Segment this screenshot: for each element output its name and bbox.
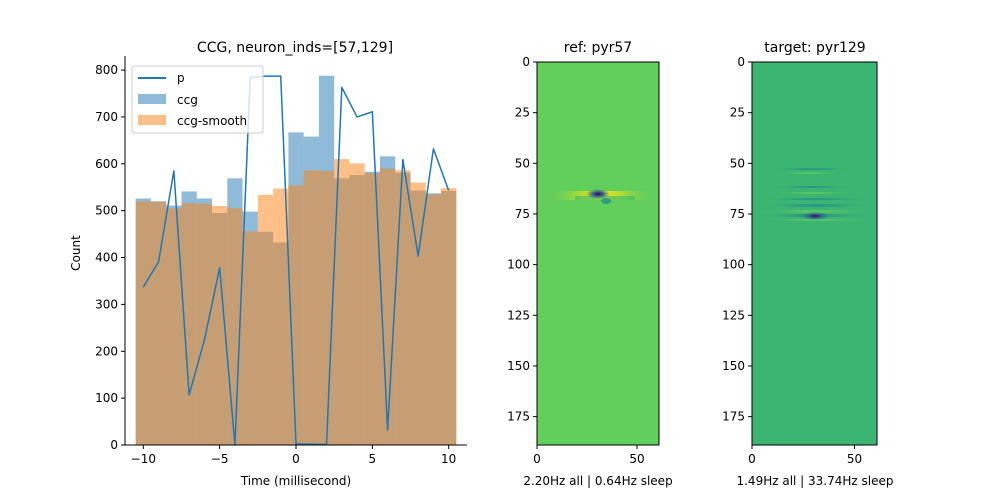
target-stripe-2	[780, 172, 840, 174]
target-stripe-7	[756, 210, 874, 213]
target-y-ticks: 0 25 50 75 100 125 150 175	[722, 55, 752, 424]
ccg-x-tick-label: 0	[292, 452, 300, 466]
target-y-tick-label: 150	[722, 359, 745, 373]
ref-y-tick-label: 100	[507, 258, 530, 272]
ref-y-tick-label: 175	[507, 410, 530, 424]
target-dark-core	[801, 212, 829, 220]
ccg-y-tick-label: 200	[95, 344, 118, 358]
target-y-tick-label: 25	[730, 106, 745, 120]
target-y-tick-label: 125	[722, 308, 745, 322]
target-y-tick-label: 175	[722, 410, 745, 424]
ccg-y-tick-label: 800	[95, 63, 118, 77]
legend-swatch-ccg	[138, 94, 166, 104]
target-y-tick-label: 50	[730, 156, 745, 170]
ref-y-ticks: 0 25 50 75 100 125 150 175	[507, 55, 537, 424]
ccg-y-axis-label: Count	[69, 235, 83, 271]
ccg-smooth-bar-9	[273, 188, 289, 445]
ccg-smooth-bar-20	[441, 188, 457, 445]
ccg-x-tick-label: −10	[131, 452, 156, 466]
ccg-y-tick-label: 600	[95, 157, 118, 171]
ref-x-tick-label: 50	[629, 452, 644, 466]
ref-y-tick-label: 75	[515, 207, 530, 221]
ccg-smooth-bar-2	[166, 208, 182, 445]
ccg-title: CCG, neuron_inds=[57,129]	[197, 40, 393, 56]
ref-heatmap-title: ref: pyr57	[564, 40, 632, 56]
target-x-tick-label: 50	[847, 452, 862, 466]
ccg-smooth-bar-10	[288, 185, 304, 445]
target-x-axis-label: 1.49Hz all | 33.74Hz sleep	[736, 474, 893, 488]
ref-heatmap-frame	[536, 61, 660, 446]
ccg-smooth-bar-5	[212, 205, 228, 445]
legend-label-ccg-smooth: ccg-smooth	[177, 114, 247, 128]
ccg-legend: p ccg ccg-smooth	[131, 65, 264, 134]
target-y-tick-label: 75	[730, 207, 745, 221]
ccg-smooth-bar-4	[196, 203, 213, 445]
ccg-smooth-bar-12	[318, 170, 335, 445]
ccg-smooth-bar-17	[395, 170, 411, 445]
ccg-x-axis-label: Time (millisecond)	[240, 474, 351, 488]
ref-x-tick-label: 0	[533, 452, 541, 466]
ccg-axes: CCG, neuron_inds=[57,129] −10 −5 0 5 10 0 100…	[69, 40, 467, 488]
legend-label-p: p	[177, 71, 185, 85]
ccg-y-tick-label: 700	[95, 110, 118, 124]
ref-heatmap-axes: ref: pyr57 0 50 0 25 50 75 100 125 150 175 2.20H…	[507, 40, 673, 488]
target-y-tick-label: 100	[722, 258, 745, 272]
ref-y-tick-label: 0	[522, 55, 530, 69]
target-stripe-9	[758, 219, 873, 221]
target-y-tick-label: 0	[737, 55, 745, 69]
ccg-plot-area	[135, 75, 457, 446]
ccg-x-tick-label: −5	[211, 452, 229, 466]
ccg-y-tick-label: 500	[95, 204, 118, 218]
target-x-tick-label: 0	[748, 452, 756, 466]
target-waveform-feature	[756, 168, 874, 221]
ref-y-tick-label: 150	[507, 359, 530, 373]
ref-x-ticks: 0 50	[533, 445, 645, 466]
ccg-y-tick-label: 300	[95, 297, 118, 311]
ref-x-axis-label: 2.20Hz all | 0.64Hz sleep	[523, 474, 672, 488]
target-heatmap-image	[752, 62, 877, 445]
target-stripe-3	[768, 186, 856, 188]
ccg-smooth-bar-19	[425, 194, 442, 445]
ccg-x-ticks: −10 −5 0 5 10	[131, 445, 456, 466]
ccg-smooth-bar-16	[379, 168, 396, 445]
ccg-x-tick-label: 10	[441, 452, 456, 466]
ref-y-tick-label: 50	[515, 156, 530, 170]
ccg-y-tick-label: 0	[110, 438, 118, 452]
ref-lower-lobe	[601, 198, 611, 204]
target-stripe-4	[770, 192, 855, 194]
ref-dark-core	[586, 189, 610, 199]
ccg-smooth-bar-7	[242, 231, 258, 445]
legend-swatch-ccg-smooth	[138, 115, 166, 125]
legend-label-ccg: ccg	[177, 93, 198, 107]
target-heatmap-frame	[751, 61, 878, 446]
target-stripe-1	[772, 168, 852, 170]
ccg-y-ticks: 0 100 200 300 400 500 600 700 800	[95, 63, 125, 452]
target-heatmap-title: target: pyr129	[764, 40, 865, 56]
ccg-y-tick-label: 400	[95, 251, 118, 265]
ccg-smooth-bar-3	[181, 203, 197, 445]
ccg-smooth-bar-6	[227, 208, 243, 445]
ccg-smooth-bar-0	[135, 201, 151, 445]
target-stripe-6	[762, 204, 870, 207]
target-x-ticks: 0 50	[748, 445, 862, 466]
target-stripe-5	[762, 198, 870, 200]
target-heatmap-axes: target: pyr129 0 50 0 25 50 75 100 125 150 175 1…	[722, 40, 893, 488]
ccg-smooth-bar-14	[349, 163, 365, 445]
ref-y-tick-label: 25	[515, 106, 530, 120]
ref-heatmap-image	[537, 62, 659, 445]
ref-y-tick-label: 125	[507, 308, 530, 322]
ccg-smooth-bar-15	[364, 173, 380, 445]
ccg-smooth-bar-13	[334, 159, 350, 445]
ref-waveform-feature	[547, 189, 655, 204]
ccg-smooth-bar-1	[150, 201, 167, 445]
ccg-smooth-bar-11	[303, 170, 319, 445]
p-series-line	[142, 75, 450, 446]
ccg-smooth-bar-8	[257, 194, 274, 445]
ccg-x-tick-label: 5	[369, 452, 377, 466]
ccg-y-tick-label: 100	[95, 391, 118, 405]
ccg-smooth-bar-18	[410, 182, 426, 445]
